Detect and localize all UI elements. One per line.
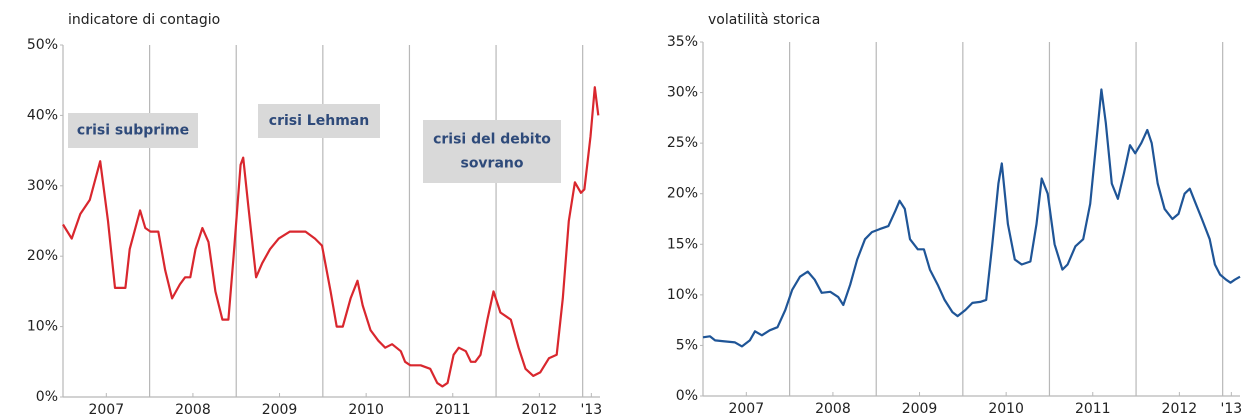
annotation-box bbox=[258, 104, 380, 138]
annotation: sovrano bbox=[460, 156, 523, 172]
x-tick-label: 2010 bbox=[348, 402, 384, 418]
chart-title: volatilità storica bbox=[708, 12, 820, 28]
y-tick-label: 10% bbox=[27, 319, 58, 335]
y-tick-label: 20% bbox=[667, 186, 698, 202]
x-tick-label: '13 bbox=[581, 402, 603, 418]
annotation-box bbox=[423, 120, 561, 183]
annotation: crisi subprime bbox=[77, 123, 189, 139]
x-tick-label: 2011 bbox=[435, 402, 471, 418]
x-tick-label: 2009 bbox=[902, 401, 938, 417]
x-tick-label: 2008 bbox=[815, 401, 851, 417]
y-tick-label: 30% bbox=[27, 178, 58, 194]
x-tick-label: 2012 bbox=[1162, 401, 1198, 417]
y-tick-label: 50% bbox=[27, 37, 58, 53]
x-tick-label: 2009 bbox=[262, 402, 298, 418]
y-tick-label: 25% bbox=[667, 135, 698, 151]
x-tick-label: 2007 bbox=[88, 402, 124, 418]
line-series bbox=[702, 88, 1241, 348]
y-tick-label: 5% bbox=[676, 337, 698, 353]
y-tick-label: 35% bbox=[667, 34, 698, 50]
annotation-box bbox=[68, 113, 198, 148]
y-tick-label: 40% bbox=[27, 107, 58, 123]
y-tick-label: 10% bbox=[667, 287, 698, 303]
x-tick-label: 2012 bbox=[522, 402, 558, 418]
x-tick-label: 2008 bbox=[175, 402, 211, 418]
x-tick-label: 2010 bbox=[988, 401, 1024, 417]
y-tick-label: 0% bbox=[676, 388, 698, 404]
x-tick-label: '13 bbox=[1221, 401, 1243, 417]
chart-title: indicatore di contagio bbox=[68, 12, 220, 28]
y-tick-label: 0% bbox=[36, 389, 58, 405]
y-tick-label: 30% bbox=[667, 85, 698, 101]
line-series bbox=[62, 86, 600, 388]
y-tick-label: 15% bbox=[667, 236, 698, 252]
annotation: crisi Lehman bbox=[269, 113, 369, 129]
annotation: crisi del debito bbox=[433, 132, 551, 148]
y-tick-label: 20% bbox=[27, 248, 58, 264]
x-tick-label: 2007 bbox=[728, 401, 764, 417]
x-tick-label: 2011 bbox=[1075, 401, 1111, 417]
